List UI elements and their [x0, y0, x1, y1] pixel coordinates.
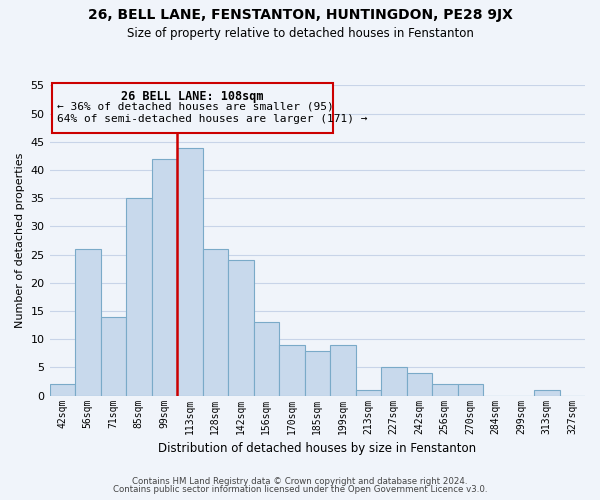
Text: Contains public sector information licensed under the Open Government Licence v3: Contains public sector information licen…: [113, 485, 487, 494]
Bar: [305, 350, 330, 396]
Bar: [534, 390, 560, 396]
Bar: [279, 345, 305, 396]
Text: Size of property relative to detached houses in Fenstanton: Size of property relative to detached ho…: [127, 28, 473, 40]
Bar: [407, 373, 432, 396]
Bar: [458, 384, 483, 396]
Y-axis label: Number of detached properties: Number of detached properties: [15, 153, 25, 328]
Bar: [152, 159, 177, 396]
Bar: [126, 198, 152, 396]
Bar: [330, 345, 356, 396]
Bar: [52, 82, 332, 134]
Bar: [228, 260, 254, 396]
Bar: [381, 368, 407, 396]
Bar: [432, 384, 458, 396]
Text: 26, BELL LANE, FENSTANTON, HUNTINGDON, PE28 9JX: 26, BELL LANE, FENSTANTON, HUNTINGDON, P…: [88, 8, 512, 22]
Text: ← 36% of detached houses are smaller (95): ← 36% of detached houses are smaller (95…: [57, 102, 334, 112]
Bar: [356, 390, 381, 396]
Text: Contains HM Land Registry data © Crown copyright and database right 2024.: Contains HM Land Registry data © Crown c…: [132, 477, 468, 486]
Bar: [203, 249, 228, 396]
Text: 26 BELL LANE: 108sqm: 26 BELL LANE: 108sqm: [121, 90, 263, 103]
Text: 64% of semi-detached houses are larger (171) →: 64% of semi-detached houses are larger (…: [57, 114, 368, 124]
Bar: [177, 148, 203, 396]
Bar: [254, 322, 279, 396]
Bar: [75, 249, 101, 396]
X-axis label: Distribution of detached houses by size in Fenstanton: Distribution of detached houses by size …: [158, 442, 476, 455]
Bar: [50, 384, 75, 396]
Bar: [101, 316, 126, 396]
